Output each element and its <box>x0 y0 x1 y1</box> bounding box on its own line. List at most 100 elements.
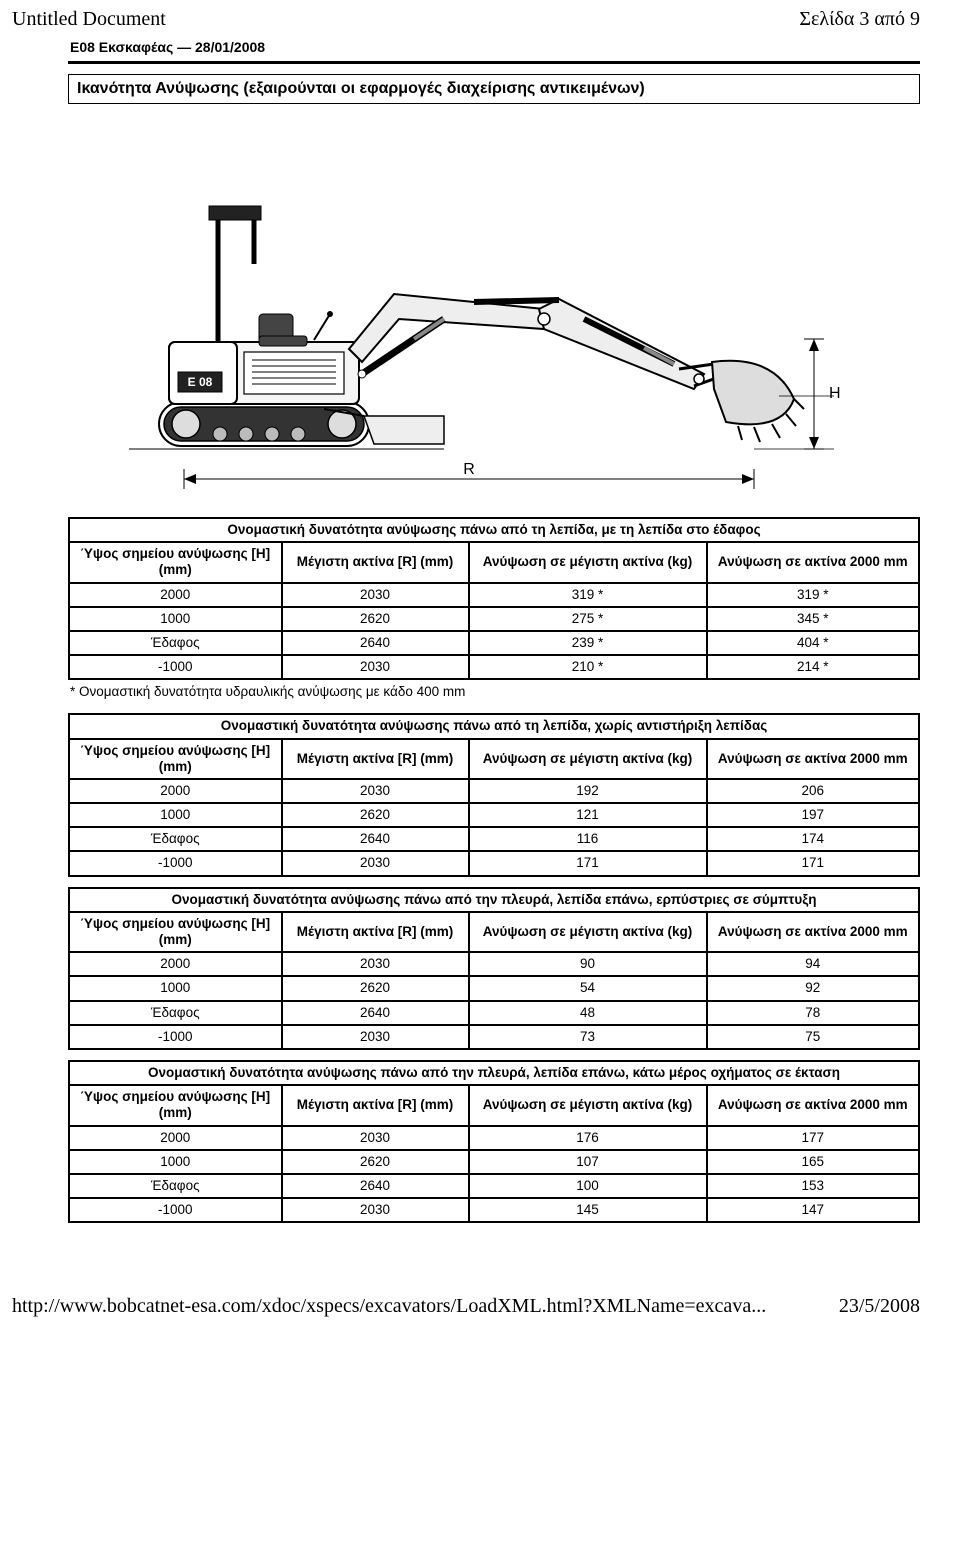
column-header: Ανύψωση σε ακτίνα 2000 mm <box>707 542 920 582</box>
spec-table: Ονομαστική δυνατότητα ανύψωσης πάνω από … <box>68 1060 920 1223</box>
table-cell: 2000 <box>69 1126 282 1150</box>
table-cell: 2000 <box>69 583 282 607</box>
table-cell: 214 * <box>707 655 920 679</box>
table-cell: 2640 <box>282 631 469 655</box>
table-cell: 192 <box>469 779 707 803</box>
table-title: Ονομαστική δυνατότητα ανύψωσης πάνω από … <box>69 1061 919 1085</box>
table-cell: 165 <box>707 1150 920 1174</box>
table-cell: 2640 <box>282 827 469 851</box>
table-cell: 2620 <box>282 1150 469 1174</box>
spec-table: Ονομαστική δυνατότητα ανύψωσης πάνω από … <box>68 713 920 876</box>
table-row: -10002030171171 <box>69 851 919 875</box>
table-title: Ονομαστική δυνατότητα ανύψωσης πάνω από … <box>69 518 919 542</box>
table-cell: 2620 <box>282 607 469 631</box>
table-cell: 177 <box>707 1126 920 1150</box>
table-cell: Έδαφος <box>69 827 282 851</box>
diagram-r-label: R <box>463 461 475 478</box>
excavator-canopy <box>209 206 261 342</box>
table-cell: Έδαφος <box>69 631 282 655</box>
table-cell: 107 <box>469 1150 707 1174</box>
table-cell: 210 * <box>469 655 707 679</box>
page-number: Σελίδα 3 από 9 <box>799 8 920 31</box>
table-cell: 319 * <box>707 583 920 607</box>
table-cell: 319 * <box>469 583 707 607</box>
table-row: 10002620275 *345 * <box>69 607 919 631</box>
table-cell: -1000 <box>69 851 282 875</box>
excavator-body: E 08 <box>169 311 359 404</box>
table-cell: 345 * <box>707 607 920 631</box>
doc-title: Untitled Document <box>12 8 166 31</box>
table-row: 20002030319 *319 * <box>69 583 919 607</box>
table-cell: 2030 <box>282 1025 469 1049</box>
table-cell: 90 <box>469 952 707 976</box>
table-cell: 75 <box>707 1025 920 1049</box>
table-cell: 2000 <box>69 779 282 803</box>
table-cell: -1000 <box>69 1198 282 1222</box>
column-header: Ύψος σημείου ανύψωσης [H] (mm) <box>69 912 282 952</box>
excavator-boom <box>349 294 544 378</box>
section-title: Ικανότητα Ανύψωσης (εξαιρούνται οι εφαρμ… <box>68 74 920 104</box>
table-cell: 2030 <box>282 1126 469 1150</box>
table-cell: 145 <box>469 1198 707 1222</box>
table-row: -100020307375 <box>69 1025 919 1049</box>
table-cell: 147 <box>707 1198 920 1222</box>
table-cell: 2030 <box>282 583 469 607</box>
footer-url: http://www.bobcatnet-esa.com/xdoc/xspecs… <box>12 1295 766 1318</box>
page-header: E08 Εκσκαφέας — 28/01/2008 <box>68 35 920 64</box>
column-header: Ύψος σημείου ανύψωσης [H] (mm) <box>69 542 282 582</box>
table-row: Έδαφος26404878 <box>69 1001 919 1025</box>
column-header: Μέγιστη ακτίνα [R] (mm) <box>282 1085 469 1125</box>
table-cell: 116 <box>469 827 707 851</box>
table-row: Έδαφος2640239 *404 * <box>69 631 919 655</box>
column-header: Ανύψωση σε μέγιστη ακτίνα (kg) <box>469 1085 707 1125</box>
table-cell: 197 <box>707 803 920 827</box>
column-header: Ανύψωση σε μέγιστη ακτίνα (kg) <box>469 542 707 582</box>
table-cell: 176 <box>469 1126 707 1150</box>
column-header: Ανύψωση σε ακτίνα 2000 mm <box>707 1085 920 1125</box>
table-cell: 2030 <box>282 1198 469 1222</box>
table-cell: 171 <box>707 851 920 875</box>
table-cell: 2030 <box>282 655 469 679</box>
table-row: Έδαφος2640100153 <box>69 1174 919 1198</box>
table-cell: 171 <box>469 851 707 875</box>
table-cell: 48 <box>469 1001 707 1025</box>
column-header: Ύψος σημείου ανύψωσης [H] (mm) <box>69 1085 282 1125</box>
spec-table: Ονομαστική δυνατότητα ανύψωσης πάνω από … <box>68 517 920 680</box>
diagram-h-label: H <box>829 385 841 402</box>
column-header: Μέγιστη ακτίνα [R] (mm) <box>282 912 469 952</box>
table-row: 100026205492 <box>69 976 919 1000</box>
column-header: Ανύψωση σε ακτίνα 2000 mm <box>707 912 920 952</box>
table-cell: 94 <box>707 952 920 976</box>
table-row: 200020309094 <box>69 952 919 976</box>
table-row: 20002030192206 <box>69 779 919 803</box>
table-row: 20002030176177 <box>69 1126 919 1150</box>
footer-date: 23/5/2008 <box>839 1295 920 1318</box>
table-cell: 275 * <box>469 607 707 631</box>
table-cell: 73 <box>469 1025 707 1049</box>
column-header: Ανύψωση σε μέγιστη ακτίνα (kg) <box>469 912 707 952</box>
table-cell: 2030 <box>282 952 469 976</box>
table-cell: 1000 <box>69 1150 282 1174</box>
table-cell: 206 <box>707 779 920 803</box>
table-row: Έδαφος2640116174 <box>69 827 919 851</box>
table-cell: 92 <box>707 976 920 1000</box>
table-row: 10002620121197 <box>69 803 919 827</box>
footnote: * Ονομαστική δυνατότητα υδραυλικής ανύψω… <box>70 684 920 699</box>
table-cell: 54 <box>469 976 707 1000</box>
table-cell: 404 * <box>707 631 920 655</box>
table-cell: 2620 <box>282 976 469 1000</box>
table-cell: Έδαφος <box>69 1001 282 1025</box>
table-cell: 153 <box>707 1174 920 1198</box>
spec-table: Ονομαστική δυνατότητα ανύψωσης πάνω από … <box>68 887 920 1050</box>
excavator-diagram: R H <box>68 114 920 499</box>
table-cell: Έδαφος <box>69 1174 282 1198</box>
table-title: Ονομαστική δυνατότητα ανύψωσης πάνω από … <box>69 714 919 738</box>
column-header: Ανύψωση σε ακτίνα 2000 mm <box>707 739 920 779</box>
model-badge: E 08 <box>188 375 213 389</box>
table-cell: 100 <box>469 1174 707 1198</box>
excavator-tracks <box>159 402 369 446</box>
column-header: Μέγιστη ακτίνα [R] (mm) <box>282 739 469 779</box>
table-cell: 1000 <box>69 607 282 631</box>
table-cell: 239 * <box>469 631 707 655</box>
table-cell: 2030 <box>282 779 469 803</box>
